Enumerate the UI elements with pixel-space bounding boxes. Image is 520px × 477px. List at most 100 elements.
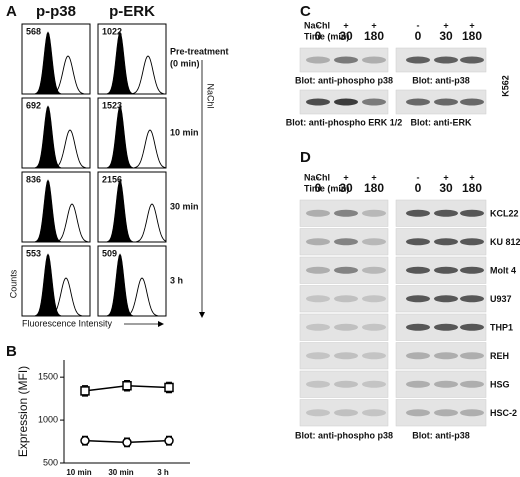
sign: - bbox=[317, 20, 320, 30]
control-peak bbox=[98, 253, 166, 317]
band bbox=[362, 409, 386, 417]
band bbox=[306, 295, 330, 303]
panel-letter: B bbox=[6, 343, 17, 360]
histogram-frame bbox=[21, 97, 91, 169]
treatment-label: NaChl bbox=[304, 20, 330, 30]
band bbox=[334, 266, 358, 274]
band bbox=[306, 56, 330, 64]
band bbox=[306, 409, 330, 417]
band bbox=[334, 380, 358, 388]
treated-peak bbox=[98, 203, 167, 243]
cell-line-label: HSC-2 bbox=[490, 408, 517, 418]
band bbox=[362, 98, 386, 106]
band bbox=[306, 266, 330, 274]
band bbox=[434, 56, 458, 64]
point bbox=[164, 382, 174, 393]
point bbox=[122, 381, 132, 391]
treated-peak bbox=[22, 55, 90, 95]
band bbox=[434, 352, 458, 360]
treated-peak bbox=[98, 55, 166, 95]
band bbox=[434, 98, 458, 106]
cell-line-label: REH bbox=[490, 351, 509, 361]
time-label: 3 h bbox=[170, 275, 183, 285]
band bbox=[460, 266, 484, 274]
band bbox=[362, 295, 386, 303]
time-point: 180 bbox=[364, 181, 384, 195]
band bbox=[406, 209, 430, 217]
cell-line-label: KU 812 bbox=[490, 237, 520, 247]
band bbox=[406, 323, 430, 331]
mfi-value: 553 bbox=[26, 248, 41, 258]
blot-label: Blot: anti-phospho p38 bbox=[295, 430, 393, 440]
treatment-label: NaChl bbox=[304, 172, 330, 182]
time-arrow-head bbox=[199, 312, 205, 318]
blot-panel bbox=[299, 285, 389, 313]
time-label: Time (min) bbox=[304, 183, 349, 193]
histogram-frame bbox=[97, 23, 167, 95]
point bbox=[80, 386, 90, 396]
mfi-value: 1022 bbox=[102, 26, 122, 36]
time-point: 180 bbox=[462, 29, 482, 43]
mfi-value: 1523 bbox=[102, 100, 122, 110]
y-tick-label: 1000 bbox=[38, 414, 58, 424]
histogram-frame bbox=[97, 245, 167, 317]
time-point: 30 bbox=[339, 181, 353, 195]
band bbox=[362, 380, 386, 388]
blot-panel bbox=[395, 370, 487, 398]
time-point: 180 bbox=[462, 181, 482, 195]
sign: + bbox=[371, 20, 376, 30]
blot-label: Blot: anti-phospho ERK 1/2 bbox=[286, 117, 403, 127]
sign: + bbox=[443, 20, 448, 30]
x-axis-label: Fluorescence Intensity bbox=[22, 318, 113, 328]
y-axis-label: Counts bbox=[8, 269, 18, 298]
sign: + bbox=[443, 172, 448, 182]
band bbox=[460, 56, 484, 64]
band bbox=[460, 209, 484, 217]
time-point: 30 bbox=[439, 29, 453, 43]
band bbox=[406, 98, 430, 106]
band bbox=[362, 56, 386, 64]
band bbox=[362, 238, 386, 246]
histogram-frame bbox=[21, 23, 91, 95]
sign: - bbox=[417, 172, 420, 182]
time-point: 0 bbox=[315, 29, 322, 43]
band bbox=[362, 266, 386, 274]
band bbox=[334, 56, 358, 64]
band bbox=[434, 380, 458, 388]
panel-letter: C bbox=[300, 3, 311, 20]
band bbox=[460, 380, 484, 388]
band bbox=[306, 98, 330, 106]
blot-panel bbox=[299, 399, 389, 427]
point bbox=[164, 435, 174, 446]
blot-label: Blot: anti-p38 bbox=[412, 430, 470, 440]
band bbox=[406, 409, 430, 417]
time-label: (0 min) bbox=[170, 58, 200, 68]
blot-panel bbox=[299, 256, 389, 284]
band bbox=[460, 295, 484, 303]
histogram-frame bbox=[21, 245, 91, 317]
treatment-label: NaChl bbox=[206, 83, 216, 108]
blot-panel bbox=[395, 342, 487, 370]
cell-line-label: Molt 4 bbox=[490, 266, 516, 276]
time-point: 0 bbox=[415, 181, 422, 195]
treated-peak bbox=[22, 277, 90, 317]
band bbox=[334, 238, 358, 246]
sign: + bbox=[343, 172, 348, 182]
cell-line-label: KCL22 bbox=[490, 209, 519, 219]
panel-letter: D bbox=[300, 149, 311, 166]
band bbox=[334, 323, 358, 331]
treated-peak bbox=[98, 277, 166, 317]
y-tick-label: 1500 bbox=[38, 372, 58, 382]
band bbox=[406, 352, 430, 360]
y-axis-label: Expression (MFI) bbox=[16, 366, 30, 457]
band bbox=[362, 209, 386, 217]
band bbox=[306, 380, 330, 388]
band bbox=[406, 380, 430, 388]
x-tick-label: 3 h bbox=[157, 468, 169, 477]
band bbox=[434, 323, 458, 331]
point bbox=[122, 437, 132, 448]
band bbox=[460, 352, 484, 360]
panel-letter: A bbox=[6, 3, 17, 20]
cell-line-label: THP1 bbox=[490, 323, 513, 333]
